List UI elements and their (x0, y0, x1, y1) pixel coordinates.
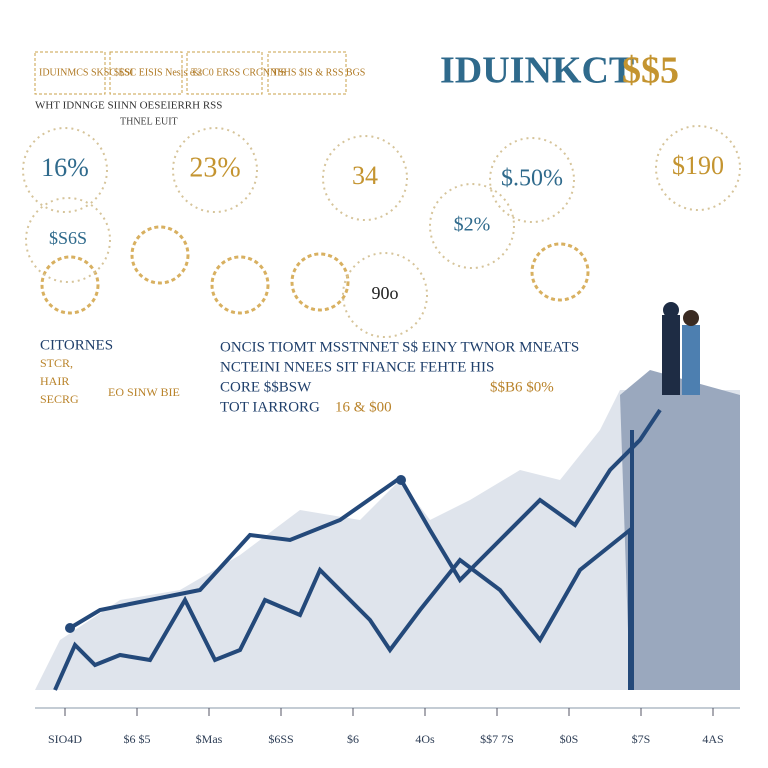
ring (210, 255, 270, 315)
x-label: $6SS (268, 732, 293, 746)
header-box-text: IDUINMCS SKSC ESI (39, 67, 133, 78)
badge-value: 23% (189, 152, 240, 183)
badge-ring (172, 127, 258, 213)
center-note: ONCIS TIOMT MSSTNNET S$ EINY TWNOR MNEAT… (220, 339, 579, 355)
header-box-text: T2C0 ERSS CRCNNIS (191, 67, 286, 78)
chart-art (35, 302, 740, 709)
area (35, 390, 740, 690)
ring (130, 225, 190, 285)
badge-value: $2% (454, 214, 491, 236)
badge-value: 34 (352, 161, 378, 190)
x-label: $6 $5 (124, 732, 151, 746)
header-box (186, 51, 263, 95)
badge-value: $.50% (501, 166, 563, 192)
badge-value: 16% (41, 153, 89, 182)
badge-value: $190 (672, 151, 724, 180)
pillar (620, 370, 740, 690)
x-label: 4AS (702, 732, 723, 746)
point (396, 475, 406, 485)
center-note: CORE $$BSW (220, 379, 312, 395)
title-accent: $$5 (622, 50, 679, 92)
x-label: $7S (632, 732, 651, 746)
badge-value: 90o (372, 283, 399, 303)
tagline: THNEL EUIT (120, 116, 178, 127)
header-box-text: TSHS $IS & RSS BGS (272, 67, 365, 78)
line (53, 525, 632, 691)
x-label: $Mas (196, 732, 223, 746)
badge-ring (22, 127, 108, 213)
badge-ring (342, 252, 428, 338)
x-label: $$7 7S (480, 732, 514, 746)
center-value: 16 & $00 (335, 399, 392, 415)
center-note: NCTEINI NNEES SIT FIANCE FEHTE HIS (220, 359, 494, 375)
badge-ring (322, 135, 408, 221)
x-label: 4Os (415, 732, 435, 746)
center-value: $$B6 $0% (490, 379, 554, 395)
left-note: STCR, (40, 356, 73, 370)
left-aside: EO SINW BIE (108, 385, 180, 399)
left-note: CITORNES (40, 337, 113, 353)
header-box (34, 51, 106, 95)
title: IDUINKCT (440, 50, 634, 92)
ring (40, 255, 100, 315)
line (68, 408, 662, 630)
person (683, 310, 699, 326)
ring (290, 252, 350, 312)
badge-ring (25, 197, 111, 283)
ring (530, 242, 590, 302)
x-label: SIO4D (48, 732, 82, 746)
header-boxes (34, 51, 347, 95)
badge-ring (489, 137, 575, 223)
left-note: SECRG (40, 392, 79, 406)
left-note: HAIR (40, 374, 69, 388)
person (663, 302, 679, 318)
badge-ring (429, 183, 515, 269)
badge-ring (655, 125, 741, 211)
person (662, 315, 680, 395)
point (65, 623, 75, 633)
header-box-text: $$SC EISIS Nesis ess (114, 67, 202, 78)
center-note: TOT IARRORG (220, 399, 320, 415)
person (682, 325, 700, 395)
header-box (109, 51, 183, 95)
subtitle: WHT IDNNGE SIINN OESEIERRH RSS (35, 100, 222, 112)
x-label: $0S (560, 732, 579, 746)
badge-value: $S6S (49, 228, 87, 248)
x-label: $6 (347, 732, 359, 746)
